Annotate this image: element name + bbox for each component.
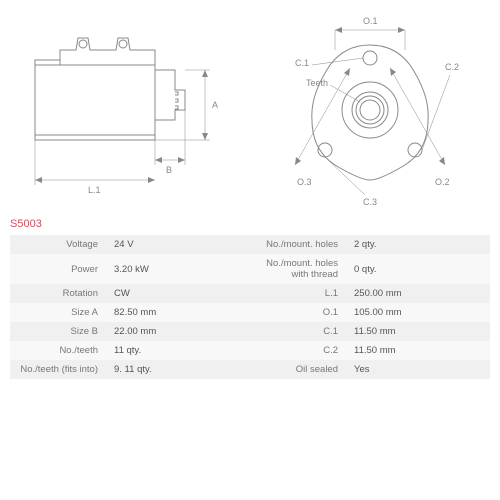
spec-value: 82.50 mm (106, 303, 250, 322)
spec-value: 24 V (106, 235, 250, 254)
diagrams-container: A B L.1 (10, 10, 490, 210)
spec-value: 11 qty. (106, 341, 250, 360)
dim-label-c3: C.3 (363, 197, 377, 207)
spec-row: RotationCWL.1250.00 mm (10, 284, 490, 303)
part-number: S5003 (10, 218, 490, 230)
spec-label: C.2 (250, 341, 346, 360)
spec-label: L.1 (250, 284, 346, 303)
spec-row: Size B22.00 mmC.111.50 mm (10, 322, 490, 341)
spec-row: Power3.20 kWNo./mount. holes with thread… (10, 254, 490, 284)
spec-value: 250.00 mm (346, 284, 490, 303)
dim-label-b: B (166, 165, 172, 175)
dim-label-o2: O.2 (435, 177, 450, 187)
spec-label: Oil sealed (250, 360, 346, 379)
dim-label-a: A (212, 100, 218, 110)
spec-label: No./teeth (fits into) (10, 360, 106, 379)
spec-row: Voltage24 VNo./mount. holes2 qty. (10, 235, 490, 254)
spec-value: 3.20 kW (106, 254, 250, 284)
front-view-diagram: O.1 C.1 C.2 Teeth O.3 O.2 C.3 (250, 10, 490, 210)
spec-row: Size A82.50 mmO.1105.00 mm (10, 303, 490, 322)
spec-label: Voltage (10, 235, 106, 254)
spec-label: No./mount. holes with thread (250, 254, 346, 284)
spec-value: Yes (346, 360, 490, 379)
spec-label: Power (10, 254, 106, 284)
spec-label: Size A (10, 303, 106, 322)
spec-value: 11.50 mm (346, 341, 490, 360)
spec-label: Size B (10, 322, 106, 341)
dim-label-c1: C.1 (295, 58, 309, 68)
dim-label-o3: O.3 (297, 177, 312, 187)
side-view-diagram: A B L.1 (10, 10, 250, 210)
dim-label-teeth: Teeth (306, 78, 328, 88)
spec-label: Rotation (10, 284, 106, 303)
spec-row: No./teeth (fits into)9. 11 qty.Oil seale… (10, 360, 490, 379)
spec-value: 2 qty. (346, 235, 490, 254)
spec-value: 11.50 mm (346, 322, 490, 341)
spec-row: No./teeth11 qty.C.211.50 mm (10, 341, 490, 360)
dim-label-o1: O.1 (363, 16, 378, 26)
specs-table: Voltage24 VNo./mount. holes2 qty.Power3.… (10, 235, 490, 379)
spec-label: No./teeth (10, 341, 106, 360)
spec-value: 0 qty. (346, 254, 490, 284)
spec-value: 22.00 mm (106, 322, 250, 341)
spec-label: No./mount. holes (250, 235, 346, 254)
dim-label-c2: C.2 (445, 62, 459, 72)
spec-value: 105.00 mm (346, 303, 490, 322)
dim-label-l1: L.1 (88, 185, 101, 195)
spec-label: C.1 (250, 322, 346, 341)
spec-value: CW (106, 284, 250, 303)
spec-value: 9. 11 qty. (106, 360, 250, 379)
spec-label: O.1 (250, 303, 346, 322)
